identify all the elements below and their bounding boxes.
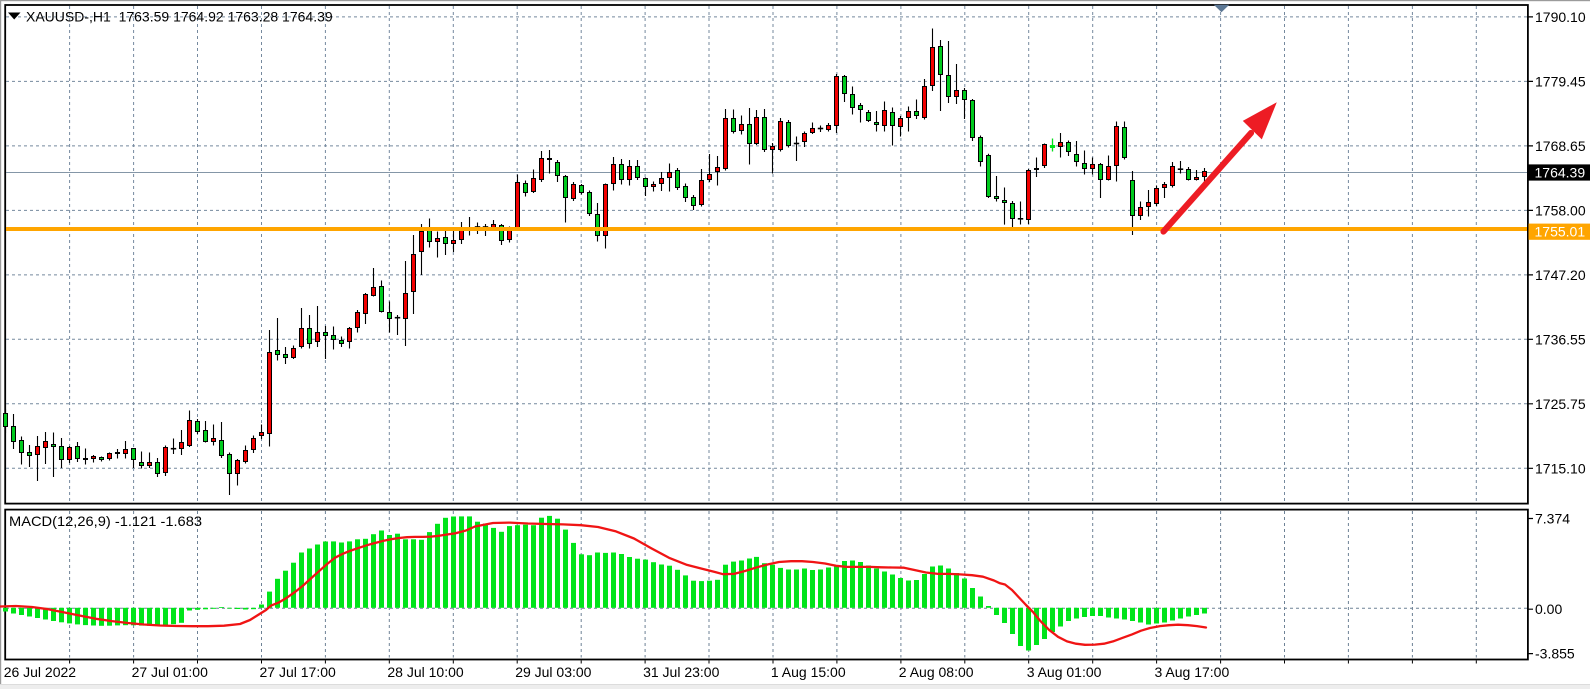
svg-text:26 Jul 2022: 26 Jul 2022 [4, 664, 77, 680]
svg-text:7.374: 7.374 [1535, 511, 1570, 527]
svg-text:1790.10: 1790.10 [1535, 9, 1586, 25]
svg-text:1758.00: 1758.00 [1535, 202, 1586, 218]
svg-text:1779.45: 1779.45 [1535, 73, 1586, 89]
svg-text:1764.39: 1764.39 [1535, 164, 1586, 180]
svg-text:1768.65: 1768.65 [1535, 138, 1586, 154]
svg-text:1 Aug 15:00: 1 Aug 15:00 [771, 664, 846, 680]
svg-text:1715.10: 1715.10 [1535, 460, 1586, 476]
svg-text:31 Jul 23:00: 31 Jul 23:00 [643, 664, 719, 680]
svg-text:29 Jul 03:00: 29 Jul 03:00 [515, 664, 591, 680]
svg-text:-3.855: -3.855 [1535, 646, 1575, 662]
svg-text:27 Jul 17:00: 27 Jul 17:00 [260, 664, 336, 680]
svg-text:3 Aug 01:00: 3 Aug 01:00 [1027, 664, 1102, 680]
svg-text:3 Aug 17:00: 3 Aug 17:00 [1155, 664, 1230, 680]
svg-text:1736.55: 1736.55 [1535, 331, 1586, 347]
svg-text:1747.20: 1747.20 [1535, 267, 1586, 283]
svg-text:28 Jul 10:00: 28 Jul 10:00 [387, 664, 463, 680]
svg-text:XAUUSD-,H1 1763.59 1764.92 17: XAUUSD-,H1 1763.59 1764.92 1763.28 1764.… [26, 9, 333, 25]
svg-text:1755.01: 1755.01 [1535, 224, 1586, 240]
svg-text:0.00: 0.00 [1535, 601, 1562, 617]
svg-text:2 Aug 08:00: 2 Aug 08:00 [899, 664, 974, 680]
svg-text:27 Jul 01:00: 27 Jul 01:00 [132, 664, 208, 680]
svg-text:1725.75: 1725.75 [1535, 396, 1586, 412]
svg-text:MACD(12,26,9) -1.121 -1.683: MACD(12,26,9) -1.121 -1.683 [9, 513, 202, 529]
